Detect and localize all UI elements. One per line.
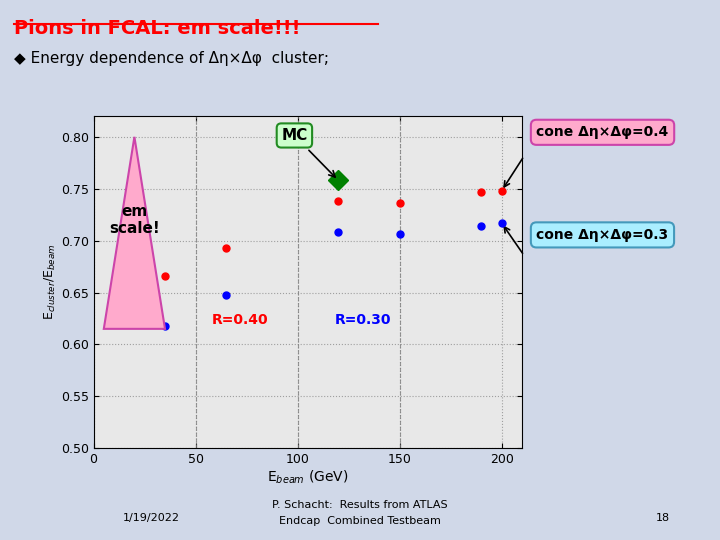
Text: R=0.40: R=0.40: [212, 313, 269, 327]
Text: cone Δη×Δφ=0.4: cone Δη×Δφ=0.4: [536, 125, 669, 139]
Polygon shape: [104, 137, 165, 329]
Text: Pions in FCAL: em scale!!!: Pions in FCAL: em scale!!!: [14, 19, 301, 38]
Text: 18: 18: [655, 513, 670, 523]
Text: MC: MC: [282, 128, 335, 177]
Text: R=0.30: R=0.30: [335, 313, 391, 327]
Text: 1/19/2022: 1/19/2022: [122, 513, 179, 523]
X-axis label: E$_{beam}$ (GeV): E$_{beam}$ (GeV): [267, 469, 348, 486]
Text: em
scale!: em scale!: [109, 204, 160, 236]
Y-axis label: E$_{cluster}$/E$_{beam}$: E$_{cluster}$/E$_{beam}$: [43, 244, 58, 320]
Text: cone Δη×Δφ=0.3: cone Δη×Δφ=0.3: [536, 228, 669, 242]
Text: Endcap  Combined Testbeam: Endcap Combined Testbeam: [279, 516, 441, 526]
Text: ◆ Energy dependence of Δη×Δφ  cluster;: ◆ Energy dependence of Δη×Δφ cluster;: [14, 51, 329, 66]
Text: P. Schacht:  Results from ATLAS: P. Schacht: Results from ATLAS: [272, 500, 448, 510]
